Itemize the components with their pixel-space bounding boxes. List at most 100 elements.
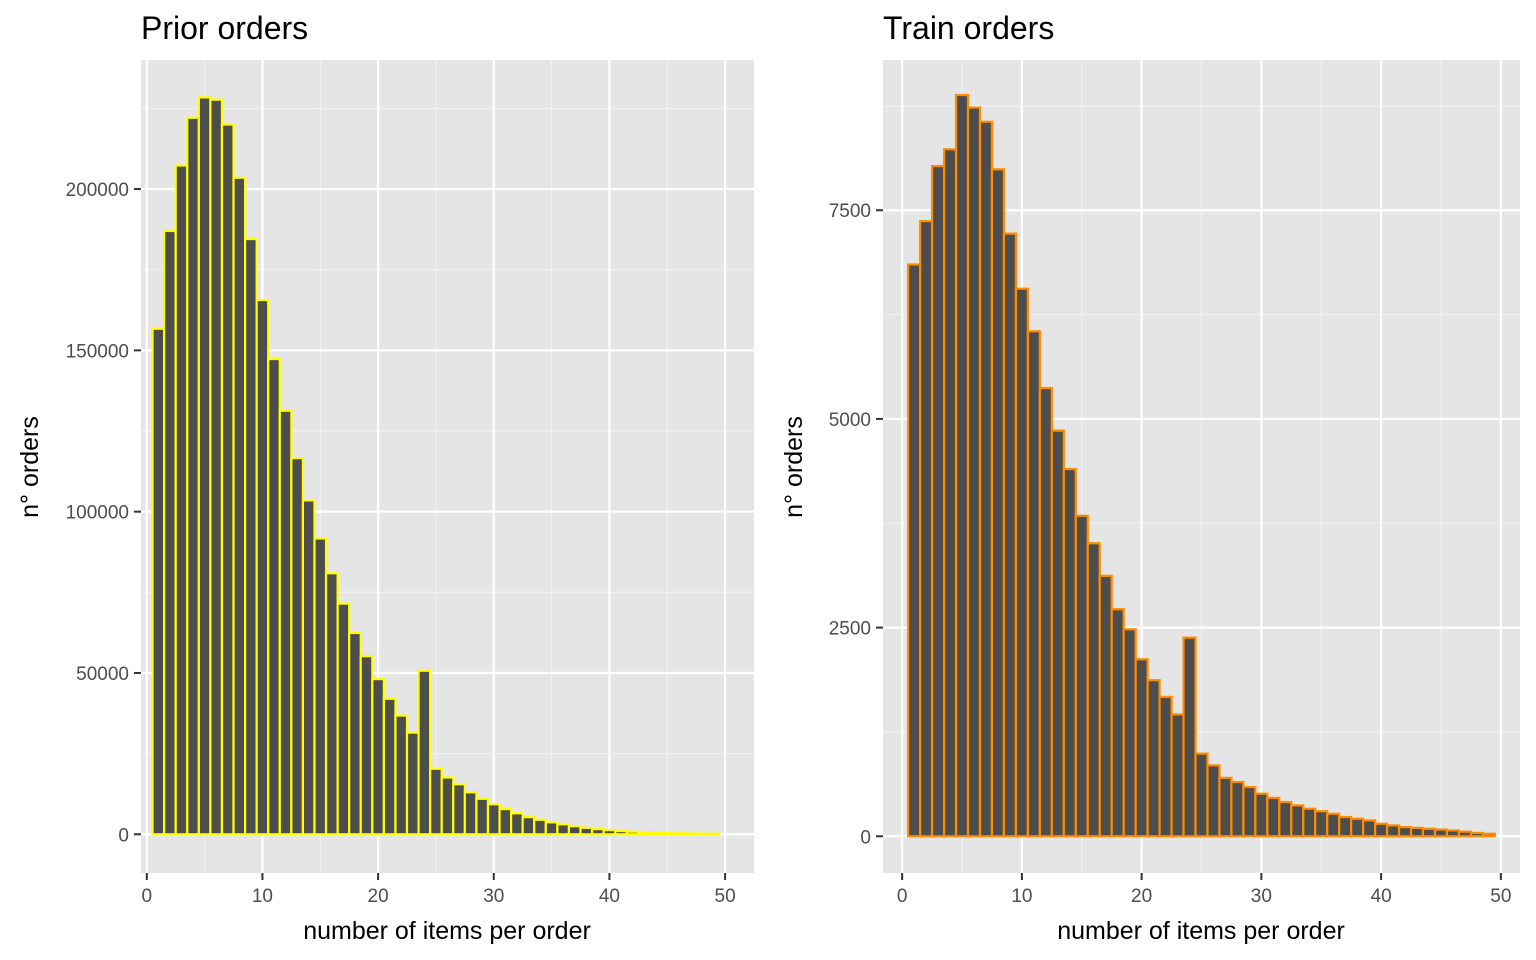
train-orders-bars (907, 93, 1496, 838)
prior-orders-bar (533, 818, 547, 836)
x-tick-label: 10 (1011, 886, 1032, 907)
train-orders-bar (1314, 810, 1329, 838)
prior-orders-bar (348, 631, 362, 836)
prior-orders-bar (220, 123, 235, 836)
train-orders-bar (1338, 815, 1353, 838)
prior-orders-bar (243, 237, 258, 836)
prior-orders-bars (151, 96, 721, 836)
train-orders-bar (1421, 827, 1437, 838)
train-orders-bar (1110, 608, 1125, 838)
train-orders-bar (1230, 780, 1245, 838)
prior-orders-bar (313, 537, 328, 836)
train-orders-bar (907, 263, 922, 838)
prior-orders-bar (648, 831, 663, 836)
train-orders-y-axis: 0 2500 5000 7500 (829, 201, 883, 848)
train-orders-bar (1242, 785, 1257, 838)
prior-orders-bar (324, 572, 339, 836)
prior-orders-bar (463, 791, 478, 836)
y-tick-label: 150000 (66, 341, 129, 362)
train-orders-bar (1122, 628, 1137, 838)
prior-orders-bar (163, 229, 177, 836)
train-orders-y-axis-label: n° orders (780, 416, 808, 518)
prior-orders-bar (637, 831, 652, 836)
x-tick-label: 10 (252, 886, 273, 907)
prior-orders-bar (706, 832, 721, 836)
x-tick-label: 0 (897, 886, 908, 907)
train-orders-bar (919, 219, 934, 838)
train-orders-bar (1074, 514, 1089, 838)
train-orders-bar (1445, 829, 1461, 838)
prior-orders-title: Prior orders (141, 10, 308, 46)
x-tick-label: 0 (141, 886, 152, 907)
train-orders-bar (1134, 658, 1149, 838)
prior-orders-bar (544, 821, 559, 836)
prior-orders-bar (151, 327, 166, 836)
prior-orders-bar (683, 832, 698, 836)
train-orders-bar (1362, 819, 1377, 838)
prior-orders-bar (429, 767, 443, 836)
prior-orders-bar (510, 812, 524, 836)
train-orders-bar (1014, 287, 1029, 838)
train-orders-bar (954, 93, 970, 838)
train-orders-bar (1170, 713, 1185, 838)
prior-orders-bar (660, 831, 675, 836)
prior-orders-bar (440, 776, 455, 836)
train-orders-bar (1206, 764, 1221, 838)
prior-orders-bar (614, 829, 628, 836)
prior-orders-chart: Prior orders 0 10 20 30 40 50 0 50000 100000 150… (16, 10, 754, 945)
y-tick-label: 100000 (66, 503, 129, 524)
prior-orders-y-axis-label: n° orders (16, 416, 44, 518)
prior-orders-bar (579, 826, 594, 836)
y-tick-label: 0 (118, 825, 129, 846)
train-orders-bar (1050, 429, 1065, 838)
y-tick-label: 7500 (829, 201, 871, 222)
prior-orders-x-axis-label: number of items per order (303, 917, 591, 945)
prior-orders-bar (695, 832, 709, 836)
train-orders-chart: Train orders 0 10 20 30 40 50 0 2500 5000 7500 n… (780, 10, 1520, 945)
prior-orders-bar (590, 828, 605, 836)
train-orders-bar (1266, 796, 1281, 838)
train-orders-bar (1146, 679, 1161, 838)
prior-orders-bar (359, 655, 374, 836)
train-orders-bar (1469, 831, 1484, 838)
prior-orders-bar (405, 731, 420, 836)
y-tick-label: 200000 (66, 180, 129, 201)
train-orders-title: Train orders (883, 10, 1054, 46)
train-orders-bar (1182, 636, 1197, 838)
train-orders-bar (1026, 330, 1041, 838)
train-orders-bar (1457, 830, 1473, 838)
train-orders-bar (942, 148, 958, 838)
train-orders-bar (1374, 822, 1389, 838)
prior-orders-minor-grid (141, 60, 754, 873)
train-orders-bar (1481, 832, 1496, 838)
prior-orders-bar (671, 832, 686, 836)
prior-orders-bar (486, 803, 501, 836)
train-orders-bar (1302, 807, 1317, 838)
train-orders-bar (1218, 776, 1233, 838)
train-orders-bar (1038, 386, 1053, 838)
train-orders-bar (1409, 826, 1425, 838)
train-orders-bar (930, 164, 946, 838)
x-tick-label: 30 (483, 886, 504, 907)
prior-orders-bar (336, 602, 351, 836)
prior-orders-bar (521, 816, 536, 836)
train-orders-bar (990, 168, 1006, 838)
y-tick-label: 0 (860, 827, 871, 848)
prior-orders-bar (278, 409, 293, 836)
train-orders-bar (1326, 812, 1341, 838)
x-tick-label: 40 (599, 886, 620, 907)
x-tick-label: 30 (1251, 886, 1272, 907)
prior-orders-bar (498, 808, 513, 836)
prior-orders-bar (174, 164, 189, 836)
prior-orders-bar (267, 357, 281, 836)
prior-orders-bar (417, 669, 432, 836)
x-tick-label: 20 (368, 886, 389, 907)
prior-orders-bar (567, 825, 582, 836)
train-orders-bar (1433, 828, 1449, 838)
x-tick-label: 40 (1371, 886, 1392, 907)
prior-orders-bar (232, 176, 247, 836)
train-orders-bar (1397, 825, 1413, 838)
prior-orders-bar (602, 828, 617, 836)
x-tick-label: 50 (715, 886, 736, 907)
